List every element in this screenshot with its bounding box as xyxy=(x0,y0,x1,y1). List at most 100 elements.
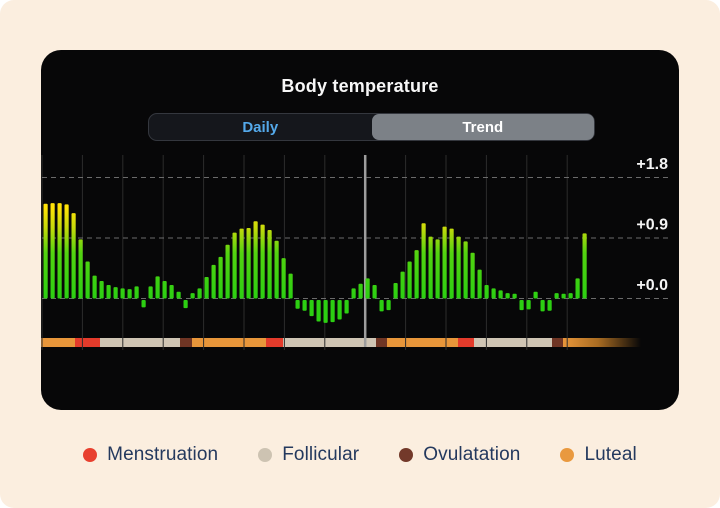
temperature-bar xyxy=(225,244,230,299)
temperature-bar xyxy=(400,271,405,299)
temperature-bar xyxy=(386,300,391,311)
temperature-bar xyxy=(344,300,349,314)
temperature-bar xyxy=(50,203,55,299)
temperature-bar xyxy=(435,239,440,299)
temperature-bar xyxy=(302,300,307,311)
phase-segment-ovulation xyxy=(180,338,192,347)
temperature-bar xyxy=(43,203,48,299)
legend-item-luteal: Luteal xyxy=(560,444,637,466)
temperature-bar xyxy=(316,300,321,322)
temperature-bar xyxy=(421,223,426,299)
temperature-trend-chart[interactable]: +1.8 +0.9 +0.0 xyxy=(41,50,679,410)
temperature-bar xyxy=(568,293,573,299)
legend-label: Luteal xyxy=(584,444,637,465)
temperature-bar xyxy=(393,283,398,299)
temperature-bar xyxy=(232,232,237,299)
temperature-bar xyxy=(484,285,489,299)
phase-segment-follicular xyxy=(100,338,180,347)
temperature-bar xyxy=(491,288,496,299)
temperature-bar xyxy=(498,290,503,299)
temperature-bar xyxy=(337,300,342,320)
cycle-legend: Menstruation Follicular Ovulatation Lute… xyxy=(0,444,720,466)
temperature-bar xyxy=(260,224,265,299)
temperature-bar xyxy=(246,227,251,299)
phase-segment-ovulation xyxy=(552,338,563,347)
temperature-bar xyxy=(274,240,279,299)
phase-segment-luteal_fade xyxy=(563,338,641,347)
temperature-bar xyxy=(106,285,111,299)
temperature-bar xyxy=(141,300,146,308)
follicular-dot-icon xyxy=(258,448,273,462)
tab-trend[interactable]: Trend xyxy=(371,114,594,140)
phase-segment-ovulation xyxy=(376,338,387,347)
temperature-bar xyxy=(372,285,377,299)
tab-daily[interactable]: Daily xyxy=(149,114,372,140)
reference-dashed-lines xyxy=(42,177,668,299)
body-temperature-card: +1.8 +0.9 +0.0 Body temperature Daily Tren… xyxy=(41,50,679,410)
temperature-bar xyxy=(456,236,461,299)
phase-segment-luteal xyxy=(387,338,458,347)
temperature-bar xyxy=(71,213,76,299)
temperature-bar xyxy=(554,293,559,299)
temperature-bar xyxy=(449,228,454,299)
temperature-bars xyxy=(43,203,587,323)
temperature-bar xyxy=(92,275,97,299)
phase-segment-luteal xyxy=(41,338,75,347)
temperature-bar xyxy=(323,300,328,323)
y-axis-labels: +1.8 +0.9 +0.0 xyxy=(636,156,668,294)
temperature-bar xyxy=(99,281,104,299)
temperature-bar xyxy=(519,300,524,311)
temperature-bar xyxy=(540,300,545,312)
vertical-gridlines xyxy=(41,155,568,350)
temperature-bar xyxy=(197,288,202,299)
temperature-bar xyxy=(204,276,209,299)
temperature-bar xyxy=(477,269,482,299)
phase-segment-menstruation xyxy=(458,338,474,347)
temperature-bar xyxy=(407,261,412,299)
selected-day-line xyxy=(363,155,367,347)
menstruation-dot-icon xyxy=(83,448,98,462)
phase-segment-follicular xyxy=(283,338,376,347)
temperature-bar xyxy=(134,286,139,299)
temperature-bar xyxy=(526,300,531,310)
legend-label: Follicular xyxy=(282,444,360,465)
temperature-bar xyxy=(211,264,216,299)
temperature-bar xyxy=(78,239,83,299)
temperature-bar xyxy=(505,293,510,299)
legend-label: Menstruation xyxy=(107,444,219,465)
y-axis-tick-label: +0.9 xyxy=(636,217,668,234)
temperature-bar xyxy=(253,221,258,299)
temperature-bar xyxy=(85,261,90,299)
temperature-bar xyxy=(267,229,272,299)
temperature-bar xyxy=(239,228,244,299)
temperature-bar xyxy=(428,236,433,299)
temperature-bar xyxy=(155,276,160,299)
legend-item-menstruation: Menstruation xyxy=(83,444,218,466)
temperature-bar xyxy=(575,278,580,299)
temperature-bar xyxy=(547,300,552,311)
temperature-bar xyxy=(470,252,475,299)
page-title: Body temperature xyxy=(281,76,439,96)
temperature-bar xyxy=(57,203,62,299)
temperature-bar xyxy=(330,300,335,323)
temperature-bar xyxy=(127,289,132,299)
temperature-bar xyxy=(414,250,419,299)
temperature-bar xyxy=(288,273,293,299)
temperature-bar xyxy=(379,300,384,312)
temperature-bar xyxy=(218,256,223,299)
phase-segment-follicular xyxy=(474,338,552,347)
luteal-dot-icon xyxy=(560,448,575,462)
temperature-bar xyxy=(463,241,468,299)
temperature-bar xyxy=(183,300,188,309)
legend-item-ovulation: Ovulatation xyxy=(399,444,520,466)
temperature-bar xyxy=(148,286,153,299)
temperature-bar xyxy=(190,293,195,299)
temperature-bar xyxy=(533,291,538,299)
legend-label: Ovulatation xyxy=(423,444,521,465)
legend-item-follicular: Follicular xyxy=(258,444,359,466)
temperature-bar xyxy=(309,300,314,317)
temperature-bar xyxy=(64,204,69,299)
temperature-bar xyxy=(295,300,300,309)
temperature-bar xyxy=(358,283,363,299)
